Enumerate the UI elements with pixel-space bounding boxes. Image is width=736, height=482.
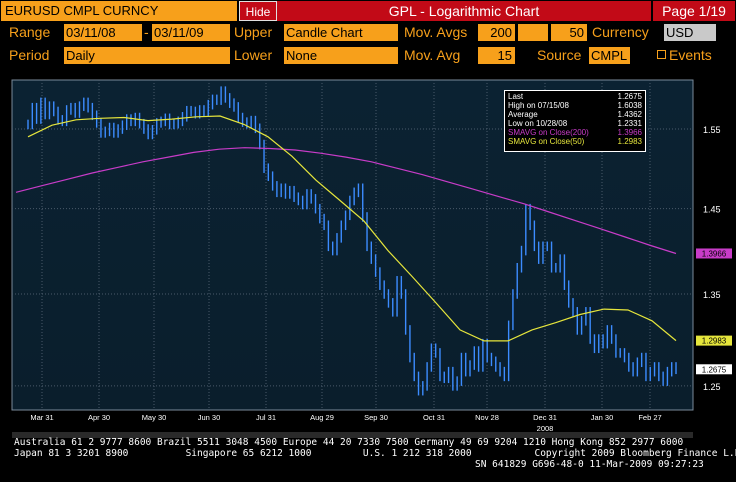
x-tick-label-9: Dec 31: [533, 413, 557, 422]
footer-contacts-line-1: Australia 61 2 9777 8600 Brazil 5511 304…: [14, 437, 684, 448]
security-field[interactable]: EURUSD CMPL CURNCY: [1, 1, 237, 21]
series-line-1: [15, 147, 677, 255]
last-value-tag-0: [696, 248, 732, 259]
chart-legend: Last 1.2675 High on 07/15/08 1.6038 Average 1…: [504, 90, 646, 152]
legend-label-3: Low on 10/28/08: [508, 119, 568, 128]
mov-avg-2-input[interactable]: 50: [551, 24, 587, 41]
footer-contacts-line-2: Japan 81 3 3201 8900 Singapore 65 6212 1…: [14, 448, 736, 459]
legend-label-5: SMAVG on Close(50): [508, 137, 585, 146]
source-input[interactable]: CMPL: [589, 47, 630, 64]
x-tick-label-1: Apr 30: [88, 413, 110, 422]
y-tick-label-1: 1.45: [703, 205, 721, 215]
page-indicator[interactable]: Page 1/19: [653, 1, 735, 21]
last-value-tag-1: [696, 335, 732, 346]
x-tick-label-5: Aug 29: [310, 413, 334, 422]
events-label: Events: [669, 47, 712, 63]
x-tick-label-3: Jun 30: [198, 413, 221, 422]
mov-avg-label: Mov. Avg: [404, 47, 461, 63]
x-tick-label-6: Sep 30: [364, 413, 388, 422]
last-value-label-2: 1.2675: [702, 365, 727, 374]
last-value-tag-2: [696, 364, 732, 375]
x-tick-label-7: Oct 31: [423, 413, 445, 422]
y-tick-label-3: 1.25: [703, 382, 721, 392]
footer-serial: SN 641829 G696-48-0 11-Mar-2009 09:27:23: [475, 459, 704, 470]
range-separator: -: [144, 24, 149, 40]
legend-value-2: 1.4362: [617, 110, 642, 119]
hide-button[interactable]: Hide: [239, 1, 277, 21]
range-label: Range: [9, 24, 51, 40]
x-tick-label-10: Jan 30: [591, 413, 614, 422]
legend-label-4: SMAVG on Close(200): [508, 128, 589, 137]
source-label: Source: [537, 47, 582, 63]
currency-label: Currency: [592, 24, 649, 40]
series-line-2: [27, 115, 677, 342]
currency-input[interactable]: USD: [664, 24, 716, 41]
lower-select[interactable]: None: [284, 47, 398, 64]
legend-label-0: Last: [508, 92, 524, 101]
chart-title: GPL - Logarithmic Chart: [388, 3, 540, 19]
range-start-input[interactable]: 03/11/08: [64, 24, 142, 41]
x-tick-label-0: Mar 31: [30, 413, 53, 422]
y-tick-label-2: 1.35: [703, 290, 721, 300]
legend-label-2: Average: [508, 110, 538, 119]
title-bar: [277, 1, 651, 21]
x-tick-label-8: Nov 28: [475, 413, 499, 422]
period-select[interactable]: Daily: [64, 47, 230, 64]
last-value-label-0: 1.3966: [702, 249, 727, 258]
events-checkbox[interactable]: [657, 50, 666, 59]
x-tick-label-4: Jul 31: [256, 413, 276, 422]
range-end-input[interactable]: 03/11/09: [152, 24, 230, 41]
period-label: Period: [9, 47, 50, 63]
x-year-label: 2008: [537, 424, 554, 433]
scrollbar-track: [12, 432, 693, 438]
y-tick-label-0: 1.55: [703, 125, 721, 135]
legend-value-4: 1.3966: [617, 128, 642, 137]
legend-value-1: 1.6038: [617, 101, 642, 110]
mov-avg-spacer-field[interactable]: [518, 24, 548, 41]
upper-select[interactable]: Candle Chart: [284, 24, 398, 41]
x-tick-label-11: Feb 27: [638, 413, 661, 422]
legend-value-3: 1.2331: [617, 119, 642, 128]
upper-label: Upper: [234, 24, 273, 40]
legend-value-0: 1.2675: [617, 92, 642, 101]
x-tick-label-2: May 30: [142, 413, 167, 422]
legend-label-1: High on 07/15/08: [508, 101, 569, 110]
legend-value-5: 1.2983: [617, 137, 642, 146]
mov-avg-3-input[interactable]: 15: [478, 47, 515, 64]
last-value-label-1: 1.2983: [702, 337, 727, 346]
mov-avgs-label: Mov. Avgs: [404, 24, 468, 40]
mov-avg-1-input[interactable]: 200: [478, 24, 515, 41]
lower-label: Lower: [234, 47, 273, 63]
